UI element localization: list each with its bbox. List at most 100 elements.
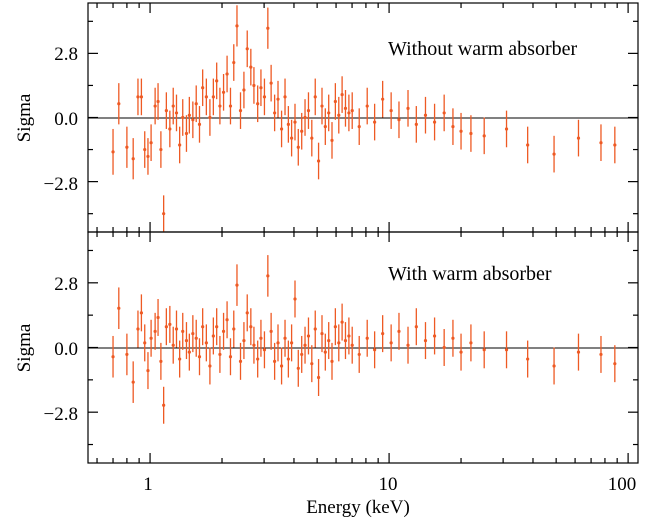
data-point [504, 348, 509, 352]
data-point [168, 322, 172, 326]
data-point [181, 115, 185, 120]
data-point [153, 104, 157, 108]
x-axis-label: Energy (keV) [306, 497, 410, 518]
data-point [181, 329, 185, 333]
data-point [613, 362, 617, 366]
data-point [201, 325, 205, 329]
data-point [310, 362, 314, 366]
y-axis-label: Sigma [14, 93, 35, 142]
data-point [204, 95, 208, 99]
data-point [469, 131, 473, 136]
data-point [232, 327, 236, 331]
data-point [303, 115, 307, 120]
data-point [323, 350, 327, 354]
data-point [197, 122, 202, 126]
data-point [442, 345, 446, 350]
data-point [194, 336, 198, 340]
data-point [327, 111, 331, 115]
data-point [357, 125, 361, 129]
data-point [316, 375, 321, 380]
data-point [262, 348, 267, 352]
data-point [171, 343, 175, 347]
data-point [576, 350, 581, 354]
data-point [245, 47, 249, 51]
data-point [613, 143, 617, 147]
data-point [191, 118, 195, 122]
y-tick-label: 0.0 [54, 339, 78, 360]
data-point [310, 136, 314, 140]
data-point [414, 122, 418, 126]
x-tick-label: 100 [608, 474, 637, 495]
data-point [259, 336, 263, 340]
data-point [259, 86, 263, 90]
data-point [290, 136, 294, 140]
data-point [350, 343, 354, 347]
data-point [221, 329, 226, 333]
data-point [232, 60, 236, 65]
data-point [340, 320, 344, 324]
data-point [337, 341, 341, 345]
data-point [406, 106, 410, 110]
data-point [451, 125, 455, 129]
data-point [117, 102, 121, 106]
data-point [266, 274, 270, 278]
data-point [576, 136, 581, 140]
data-point [125, 352, 129, 357]
data-point [306, 109, 311, 113]
data-point [526, 143, 530, 147]
data-point [171, 104, 175, 108]
data-point [423, 113, 428, 117]
data-point [283, 336, 287, 340]
x-tick-label: 1 [143, 474, 153, 495]
data-point [320, 104, 324, 108]
x-ticks [96, 232, 629, 463]
data-point [320, 332, 324, 336]
data-point [184, 131, 189, 136]
data-point [316, 159, 321, 163]
data-point [381, 332, 385, 336]
data-point [215, 79, 219, 83]
data-point [269, 81, 273, 85]
data-points [111, 255, 617, 424]
data-point [504, 127, 509, 131]
data-point [252, 83, 256, 88]
data-point [168, 127, 172, 131]
data-point [279, 364, 284, 368]
data-point [296, 145, 300, 149]
data-point [178, 357, 182, 361]
y-tick-label: 2.8 [54, 274, 78, 295]
data-point [187, 350, 191, 354]
panel-annotation: With warm absorber [388, 263, 552, 285]
data-point [552, 152, 556, 156]
data-point [162, 212, 166, 216]
data-point [552, 364, 556, 368]
data-point [599, 352, 603, 357]
data-point [174, 327, 179, 331]
data-point [432, 334, 437, 338]
y-axis-label: Sigma [14, 323, 35, 372]
data-point [337, 113, 341, 117]
data-point [357, 352, 361, 357]
data-point [249, 325, 253, 329]
data-point [256, 102, 260, 106]
data-point [313, 95, 317, 99]
data-point [262, 95, 267, 99]
data-point [269, 329, 273, 333]
data-point [343, 106, 348, 110]
data-point [191, 332, 195, 336]
data-point [482, 134, 486, 138]
data-point [178, 143, 182, 147]
data-point [333, 99, 337, 104]
data-point [215, 325, 219, 329]
data-point [389, 341, 393, 345]
data-point [235, 24, 239, 28]
data-point [286, 122, 290, 126]
data-point [414, 325, 418, 329]
data-point [204, 341, 208, 345]
data-point [139, 95, 144, 99]
data-point [245, 311, 249, 315]
data-point [111, 355, 115, 359]
data-point [389, 109, 393, 113]
data-point [482, 348, 486, 352]
